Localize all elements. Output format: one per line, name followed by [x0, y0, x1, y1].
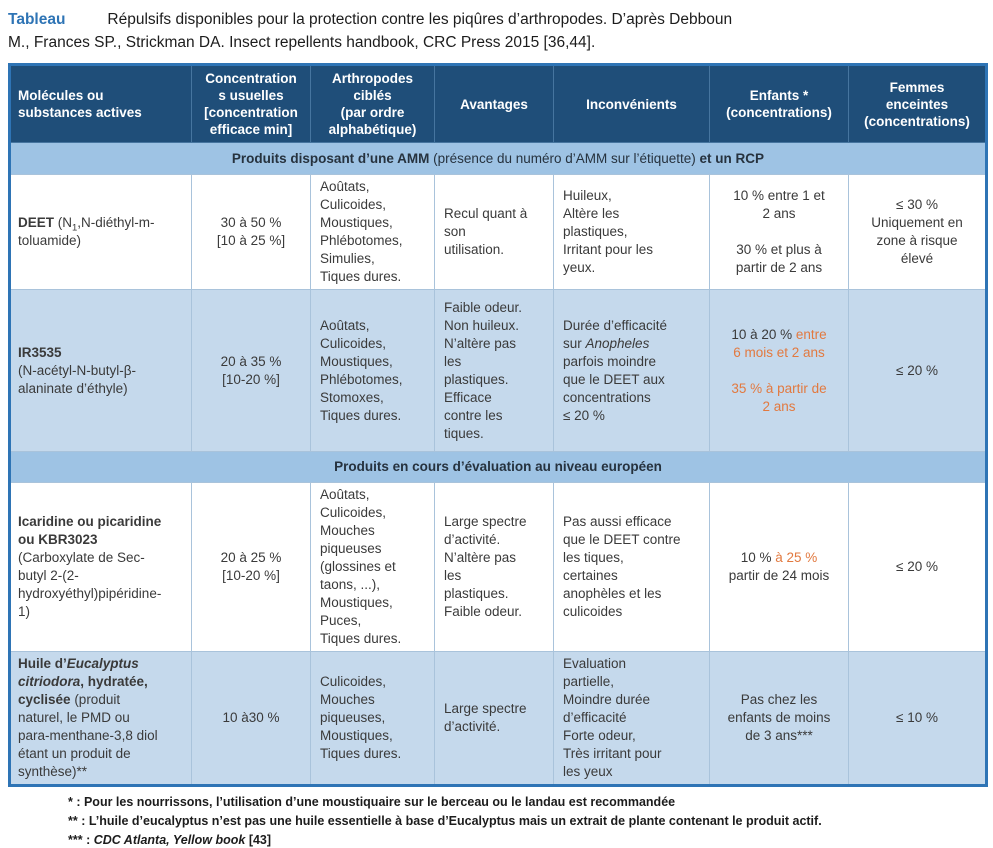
- cell-eucalyptus-concentration: 10 à30 %: [191, 651, 311, 786]
- cell-deet-concentration: 30 à 50 % [10 à 25 %]: [191, 174, 311, 290]
- cell-ir3535-femmes: ≤ 20 %: [848, 289, 987, 452]
- cell-deet-avantages: Recul quant à son utilisation.: [434, 174, 554, 290]
- cell-ir3535-concentration: 20 à 35 % [10-20 %]: [191, 289, 311, 452]
- caption-text: Répulsifs disponibles pour la protection…: [8, 11, 733, 51]
- cell-icaridine-arthropodes: Aoûtats, Culicoides, Mouches piqueuses (…: [310, 482, 435, 652]
- cell-icaridine-inconvenients: Pas aussi efficace que le DEET contre le…: [553, 482, 710, 652]
- table-row-eucalyptus: Huile d’Eucalyptus citriodora, hydratée,…: [9, 651, 987, 786]
- footnotes: * : Pour les nourrissons, l’utilisation …: [68, 794, 985, 848]
- repellents-table: Molécules ou substances actives Concentr…: [8, 63, 988, 787]
- cell-icaridine-concentration: 20 à 25 % [10-20 %]: [191, 482, 311, 652]
- col-header-enfants: Enfants * (concentrations): [709, 64, 849, 143]
- footnote-infants: * : Pour les nourrissons, l’utilisation …: [68, 795, 676, 809]
- table-row-ir3535: IR3535 (N-acétyl-N-butyl-β- alaninate d’…: [9, 289, 987, 452]
- caption-label: Tableau: [8, 11, 66, 28]
- header-row: Molécules ou substances actives Concentr…: [9, 64, 987, 143]
- col-header-concentrations: Concentration s usuelles [concentration …: [191, 64, 311, 143]
- cell-deet-molecule: DEET (N1,N-diéthyl-m- toluamide): [9, 174, 192, 290]
- table-row-icaridine: Icaridine ou picaridine ou KBR3023 (Carb…: [9, 482, 987, 652]
- cell-eucalyptus-avantages: Large spectre d’activité.: [434, 651, 554, 786]
- col-header-femmes-enceintes: Femmes enceintes (concentrations): [848, 64, 987, 143]
- cell-deet-inconvenients: Huileux, Altère les plastiques, Irritant…: [553, 174, 710, 290]
- footnote-eucalyptus-oil: ** : L’huile d’eucalyptus n’est pas une …: [68, 814, 822, 828]
- cell-icaridine-enfants: 10 % à 25 % partir de 24 mois: [709, 482, 849, 652]
- cell-eucalyptus-enfants: Pas chez les enfants de moins de 3 ans**…: [709, 651, 849, 786]
- col-header-molecules: Molécules ou substances actives: [9, 64, 192, 143]
- cell-ir3535-enfants: 10 à 20 % entre 6 mois et 2 ans 35 % à p…: [709, 289, 849, 452]
- cell-eucalyptus-femmes: ≤ 10 %: [848, 651, 987, 786]
- cell-icaridine-femmes: ≤ 20 %: [848, 482, 987, 652]
- cell-ir3535-molecule: IR3535 (N-acétyl-N-butyl-β- alaninate d’…: [9, 289, 192, 452]
- cell-eucalyptus-arthropodes: Culicoides, Mouches piqueuses, Moustique…: [310, 651, 435, 786]
- table-caption: Tableau Répulsifs disponibles pour la pro…: [8, 8, 985, 54]
- section-band-evaluation: Produits en cours d’évaluation au niveau…: [9, 451, 987, 483]
- section-band-amm-label: Produits disposant d’une AMM (présence d…: [9, 142, 987, 175]
- col-header-arthropodes: Arthropodes ciblés (par ordre alphabétiq…: [310, 64, 435, 143]
- footnote-cdc-yellow-book: *** : CDC Atlanta, Yellow book [43]: [68, 833, 272, 847]
- col-header-avantages: Avantages: [434, 64, 554, 143]
- table-row-deet: DEET (N1,N-diéthyl-m- toluamide) 30 à 50…: [9, 174, 987, 290]
- cell-icaridine-avantages: Large spectre d’activité. N’altère pas l…: [434, 482, 554, 652]
- section-band-evaluation-label: Produits en cours d’évaluation au niveau…: [9, 451, 987, 483]
- section-band-amm: Produits disposant d’une AMM (présence d…: [9, 142, 987, 175]
- cell-ir3535-avantages: Faible odeur. Non huileux. N’altère pas …: [434, 289, 554, 452]
- cell-deet-femmes: ≤ 30 % Uniquement en zone à risque élevé: [848, 174, 987, 290]
- col-header-inconvenients: Inconvénients: [553, 64, 710, 143]
- cell-ir3535-arthropodes: Aoûtats, Culicoides, Moustiques, Phlébot…: [310, 289, 435, 452]
- cell-deet-arthropodes: Aoûtats, Culicoides, Moustiques, Phlébot…: [310, 174, 435, 290]
- cell-eucalyptus-inconvenients: Evaluation partielle, Moindre durée d’ef…: [553, 651, 710, 786]
- cell-icaridine-molecule: Icaridine ou picaridine ou KBR3023 (Carb…: [9, 482, 192, 652]
- cell-deet-enfants: 10 % entre 1 et 2 ans 30 % et plus à par…: [709, 174, 849, 290]
- cell-ir3535-inconvenients: Durée d’efficacité sur Anopheles parfois…: [553, 289, 710, 452]
- cell-eucalyptus-molecule: Huile d’Eucalyptus citriodora, hydratée,…: [9, 651, 192, 786]
